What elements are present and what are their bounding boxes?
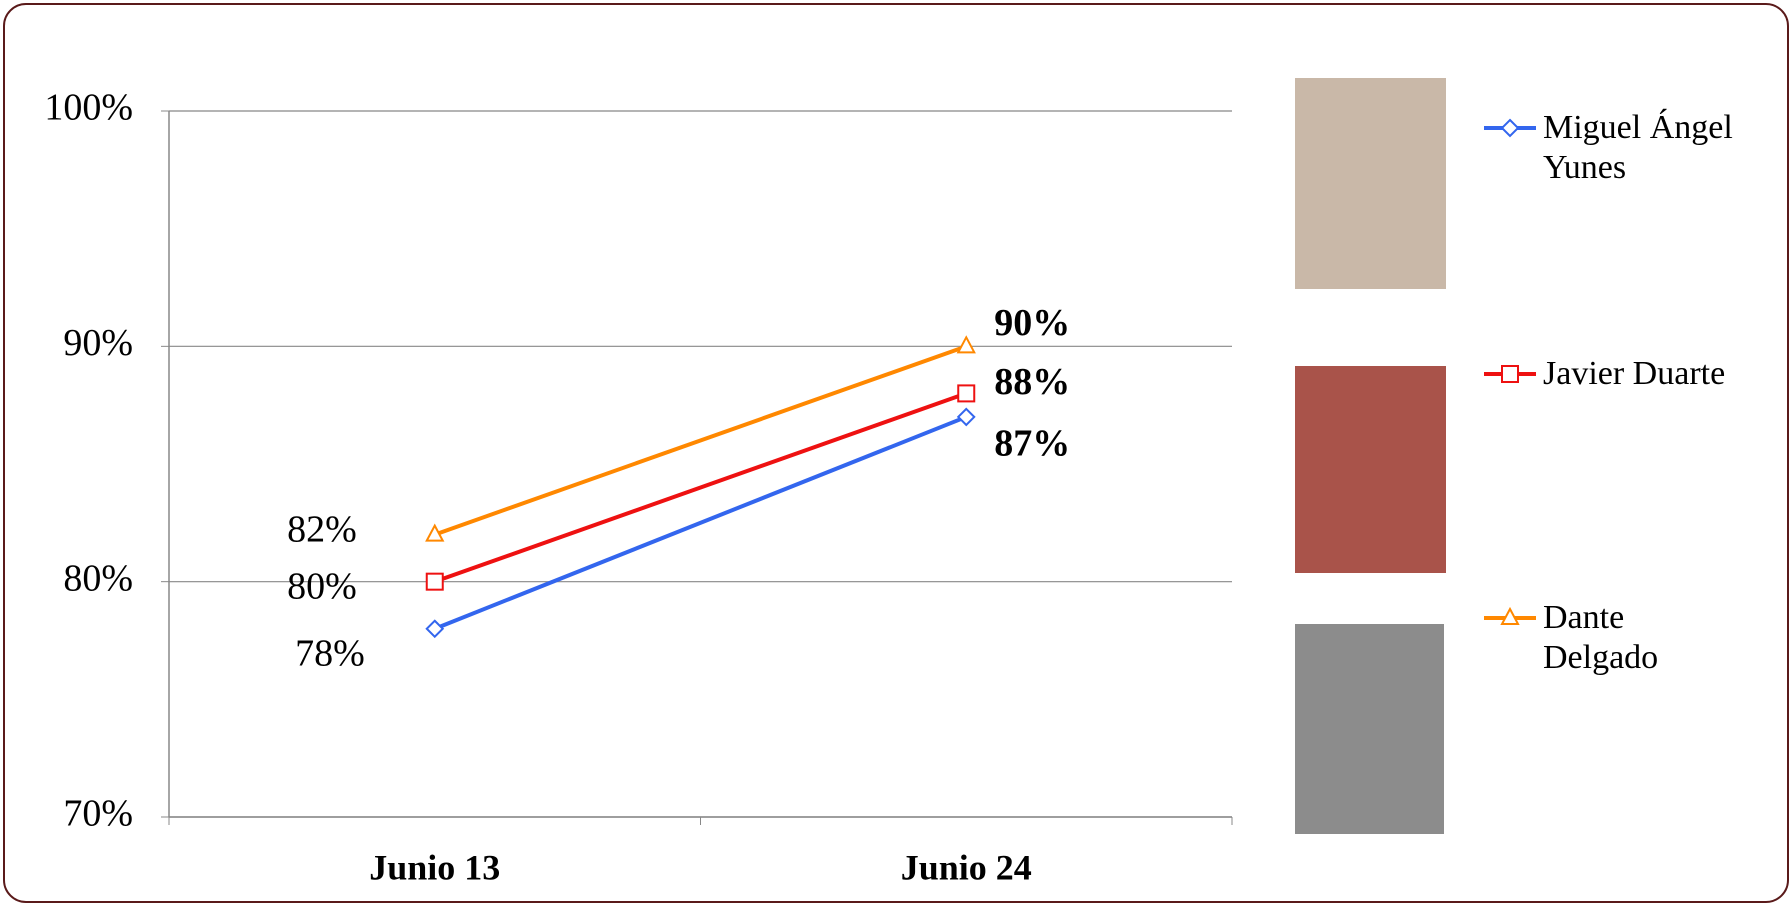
chart: 70% 80% 90% 100% Junio 13 Junio 24 78% 87% 80% 88… <box>0 0 1792 906</box>
y-tick-label: 70% <box>63 793 133 835</box>
data-label: 88% <box>994 361 1070 403</box>
data-label: 87% <box>994 423 1070 465</box>
photo <box>1295 366 1446 573</box>
legend-label: Dante Delgado <box>1543 598 1703 678</box>
frame <box>4 4 1788 902</box>
data-label: 78% <box>295 632 365 674</box>
marker <box>958 385 974 401</box>
photo <box>1295 78 1446 289</box>
x-tick-label: Junio 13 <box>369 847 500 887</box>
photo <box>1295 624 1444 834</box>
x-tick-label: Junio 24 <box>901 847 1032 887</box>
legend-marker <box>1502 366 1518 382</box>
marker <box>427 574 443 590</box>
legend-label: Javier Duarte <box>1543 354 1783 394</box>
data-label: 90% <box>994 302 1070 344</box>
legend-label: Miguel Ángel Yunes <box>1543 108 1783 188</box>
data-label: 80% <box>287 565 357 607</box>
y-tick-label: 90% <box>63 322 133 364</box>
data-label: 82% <box>287 508 357 550</box>
page: 70% 80% 90% 100% Junio 13 Junio 24 78% 87% 80% 88… <box>0 0 1792 906</box>
y-tick-label: 80% <box>63 557 133 599</box>
y-tick-label: 100% <box>44 87 133 129</box>
